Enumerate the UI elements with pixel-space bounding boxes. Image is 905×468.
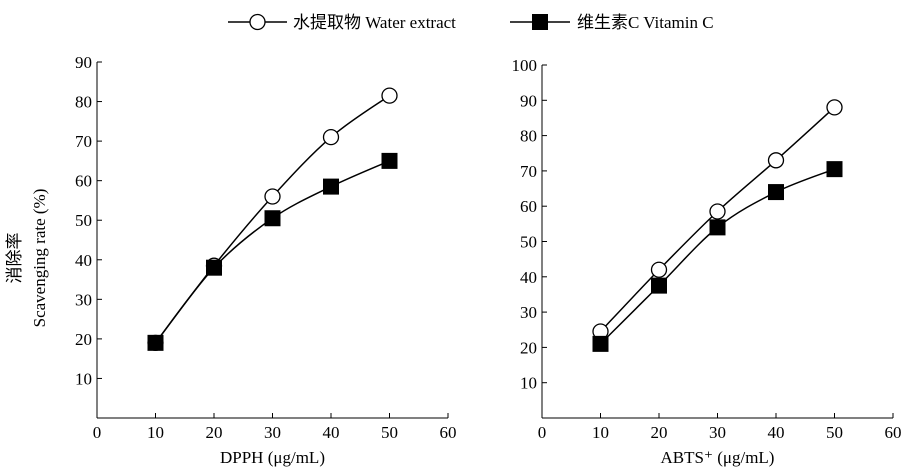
x-tick-label: 30 bbox=[264, 423, 281, 442]
data-point-vitamin-c bbox=[709, 219, 726, 236]
x-tick-label: 60 bbox=[440, 423, 457, 442]
x-tick-label: 20 bbox=[651, 423, 668, 442]
data-point-vitamin-c bbox=[323, 178, 339, 195]
legend-marker-open-circle bbox=[249, 13, 266, 31]
y-tick-label: 90 bbox=[520, 91, 537, 110]
x-tick-label: 60 bbox=[885, 423, 902, 442]
legend: 水提取物 Water extract 维生素C Vitamin C bbox=[228, 13, 714, 32]
data-point-water-extract bbox=[381, 87, 398, 104]
data-point-vitamin-c bbox=[206, 259, 222, 276]
data-point-vitamin-c bbox=[826, 161, 843, 178]
y-tick-label: 50 bbox=[520, 233, 537, 252]
y-tick-label: 60 bbox=[75, 172, 92, 191]
y-axis-label: 消除率 bbox=[5, 233, 24, 284]
y-tick-label: 60 bbox=[520, 197, 537, 216]
y-tick-label: 40 bbox=[75, 251, 92, 270]
data-point-water-extract bbox=[650, 261, 668, 278]
y-tick-label: 80 bbox=[520, 127, 537, 146]
y-tick-label: 70 bbox=[75, 132, 92, 151]
x-tick-label: 40 bbox=[768, 423, 785, 442]
x-tick-label: 50 bbox=[826, 423, 843, 442]
data-point-vitamin-c bbox=[264, 210, 281, 227]
x-axis-label: ABTS⁺ (μg/mL) bbox=[661, 448, 775, 467]
y-tick-label: 90 bbox=[75, 53, 92, 72]
y-axis-label: Scavenging rate (%) bbox=[30, 189, 49, 328]
y-tick-label: 40 bbox=[520, 268, 537, 287]
y-tick-label: 50 bbox=[75, 211, 92, 230]
data-point-water-extract bbox=[322, 129, 340, 146]
data-point-water-extract bbox=[709, 203, 726, 220]
series-line-vitamin-c bbox=[154, 160, 390, 344]
x-tick-label: 20 bbox=[206, 423, 223, 442]
series-line-vitamin-c bbox=[599, 168, 835, 345]
y-tick-label: 30 bbox=[520, 303, 537, 322]
x-tick-label: 40 bbox=[323, 423, 340, 442]
chart-abts: 0 10 20 30 40 50 60 10 20 30 40 50 60 70 80 90 100 ABTS⁺ … bbox=[512, 56, 902, 467]
data-point-vitamin-c bbox=[381, 152, 398, 169]
x-axis-label: DPPH (μg/mL) bbox=[220, 448, 325, 467]
chart-dpph: 0 10 20 30 40 50 60 10 20 30 40 50 60 70 80 90 DPPH (μg/… bbox=[5, 53, 457, 467]
data-point-vitamin-c bbox=[592, 335, 609, 352]
y-tick-label: 10 bbox=[75, 369, 92, 388]
legend-label: 维生素C Vitamin C bbox=[577, 13, 714, 32]
data-point-vitamin-c bbox=[651, 277, 667, 294]
data-point-water-extract bbox=[264, 188, 281, 205]
y-tick-label: 80 bbox=[75, 93, 92, 112]
y-tick-label: 100 bbox=[512, 56, 538, 75]
y-tick-label: 20 bbox=[520, 338, 537, 357]
x-tick-label: 0 bbox=[538, 423, 547, 442]
data-point-vitamin-c bbox=[147, 334, 164, 351]
legend-label: 水提取物 Water extract bbox=[293, 13, 456, 32]
y-tick-label: 10 bbox=[520, 374, 537, 393]
x-tick-label: 10 bbox=[592, 423, 609, 442]
data-point-vitamin-c bbox=[768, 184, 784, 201]
data-point-water-extract bbox=[826, 99, 843, 116]
x-tick-label: 0 bbox=[93, 423, 102, 442]
y-tick-label: 20 bbox=[75, 330, 92, 349]
y-tick-label: 70 bbox=[520, 162, 537, 181]
y-tick-label: 30 bbox=[75, 290, 92, 309]
x-tick-label: 10 bbox=[147, 423, 164, 442]
data-point-water-extract bbox=[767, 152, 785, 169]
legend-marker-filled-square bbox=[532, 14, 548, 30]
x-tick-label: 50 bbox=[381, 423, 398, 442]
x-tick-label: 30 bbox=[709, 423, 726, 442]
